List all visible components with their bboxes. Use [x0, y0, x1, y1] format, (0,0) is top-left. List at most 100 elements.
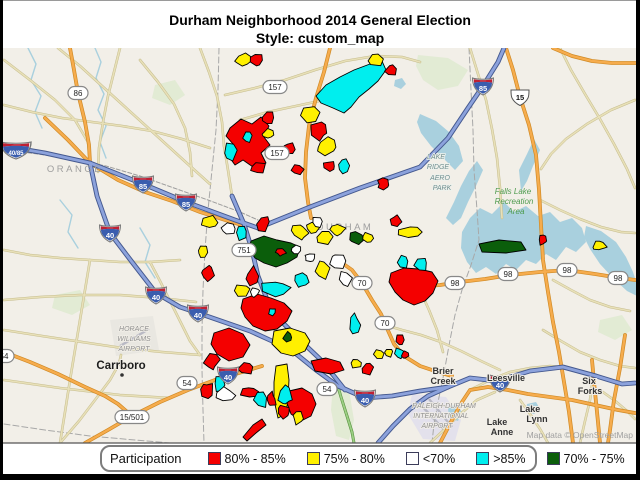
legend-entry: 75% - 80% [306, 452, 385, 466]
minor-road [57, 48, 211, 185]
legend-entry-label: 70% - 75% [563, 451, 625, 466]
legend-swatch [207, 452, 221, 465]
neighborhood-polygon [198, 245, 209, 258]
neighborhood-polygon [362, 231, 375, 243]
neighborhood-polygon [400, 350, 410, 359]
legend-entry: >85% [476, 452, 526, 466]
minor-road [599, 389, 636, 420]
county-boundary [3, 423, 171, 443]
minor-road [539, 199, 636, 234]
place-label: Brier [432, 366, 454, 376]
neighborhood-polygon [261, 111, 275, 125]
neighborhood-polygon [372, 349, 385, 359]
route-shield: 98 [497, 266, 519, 282]
route-shield: 40 [186, 304, 210, 323]
water-body [526, 402, 540, 414]
neighborhood-polygon [268, 308, 276, 317]
route-shield: 98 [607, 270, 629, 286]
place-label: AERO [429, 175, 450, 182]
place-label: Area [507, 207, 525, 216]
neighborhood-polygon [389, 214, 403, 228]
svg-text:54: 54 [323, 385, 332, 394]
neighborhood-polygon [413, 257, 427, 271]
svg-text:98: 98 [504, 270, 513, 279]
svg-text:157: 157 [270, 149, 284, 158]
minor-road [559, 48, 636, 189]
neighborhood-polygon [384, 64, 397, 76]
neighborhood-polygon [316, 230, 334, 245]
primary-road [551, 48, 636, 65]
neighborhood-polygon [395, 334, 405, 346]
water-body [461, 202, 586, 274]
neighborhood-polygon [210, 327, 251, 362]
route-shield: 40/85 [3, 141, 32, 160]
svg-text:98: 98 [451, 279, 460, 288]
neighborhood-polygon [350, 359, 362, 369]
neighborhood-polygon [245, 265, 260, 287]
route-shield: 70 [374, 315, 396, 331]
place-label: Six [582, 376, 596, 386]
route-shield: 157 [264, 145, 290, 161]
neighborhood-polygon [349, 312, 362, 335]
neighborhood-polygon [367, 53, 384, 67]
svg-text:85: 85 [479, 84, 487, 93]
neighborhood-polygon [292, 411, 304, 426]
airport-runway [419, 403, 448, 434]
minor-road [59, 259, 91, 443]
route-shield: 15 [510, 89, 530, 107]
minor-road [239, 99, 325, 121]
neighborhood-polygon [201, 264, 215, 283]
minor-road [97, 48, 121, 173]
page-border-top [0, 0, 640, 1]
neighborhood-polygon [397, 226, 423, 238]
minor-road [199, 48, 225, 147]
neighborhood-polygon [310, 357, 345, 375]
stream [139, 227, 156, 279]
route-shield: 40 [216, 366, 240, 385]
trunk-road [335, 379, 355, 443]
place-label: INTERNATIONAL [413, 413, 469, 420]
neighborhood-polygon [388, 267, 439, 306]
water-body [394, 78, 406, 89]
neighborhood-polygon [312, 216, 323, 228]
stream [27, 48, 43, 129]
legend-swatch [546, 452, 560, 465]
neighborhood-polygon [361, 362, 375, 376]
place-label: AIRPORT [421, 423, 454, 430]
primary-road [3, 350, 134, 418]
neighborhood-polygon [315, 60, 387, 114]
route-shield: 98 [556, 262, 578, 278]
neighborhood-polygon [220, 222, 236, 235]
svg-text:40: 40 [106, 231, 114, 240]
minor-road [224, 55, 421, 96]
legend-entry-label: <70% [422, 451, 456, 466]
neighborhood-polygon [277, 384, 293, 405]
route-shield: 98 [444, 275, 466, 291]
neighborhood-polygon [249, 287, 261, 298]
neighborhood-polygon [271, 327, 311, 357]
route-shield: 54 [316, 381, 338, 397]
place-label: ORANGE [47, 164, 103, 175]
neighborhood-polygon [202, 353, 221, 371]
title-block: Durham Neighborhood 2014 General Electio… [0, 0, 640, 46]
neighborhood-polygon [329, 224, 347, 237]
airport-runway [428, 398, 453, 428]
page-border-bottom [0, 474, 640, 480]
minor-road [540, 99, 636, 170]
town-dot [120, 373, 124, 377]
motorway [256, 48, 506, 230]
neighborhood-polygon [592, 240, 608, 251]
route-shield: 40 [488, 374, 512, 393]
neighborhood-polygon [240, 293, 293, 332]
minor-road [3, 379, 171, 399]
primary-road [303, 48, 332, 220]
airport-runway [119, 327, 150, 348]
svg-text:54: 54 [0, 352, 9, 361]
minor-road [519, 399, 549, 443]
neighborhood-polygon [250, 162, 266, 174]
place-label: PARK [433, 185, 452, 192]
legend-entry: 70% - 75% [546, 451, 625, 466]
svg-text:40/85: 40/85 [8, 151, 24, 157]
water-body [417, 114, 463, 170]
